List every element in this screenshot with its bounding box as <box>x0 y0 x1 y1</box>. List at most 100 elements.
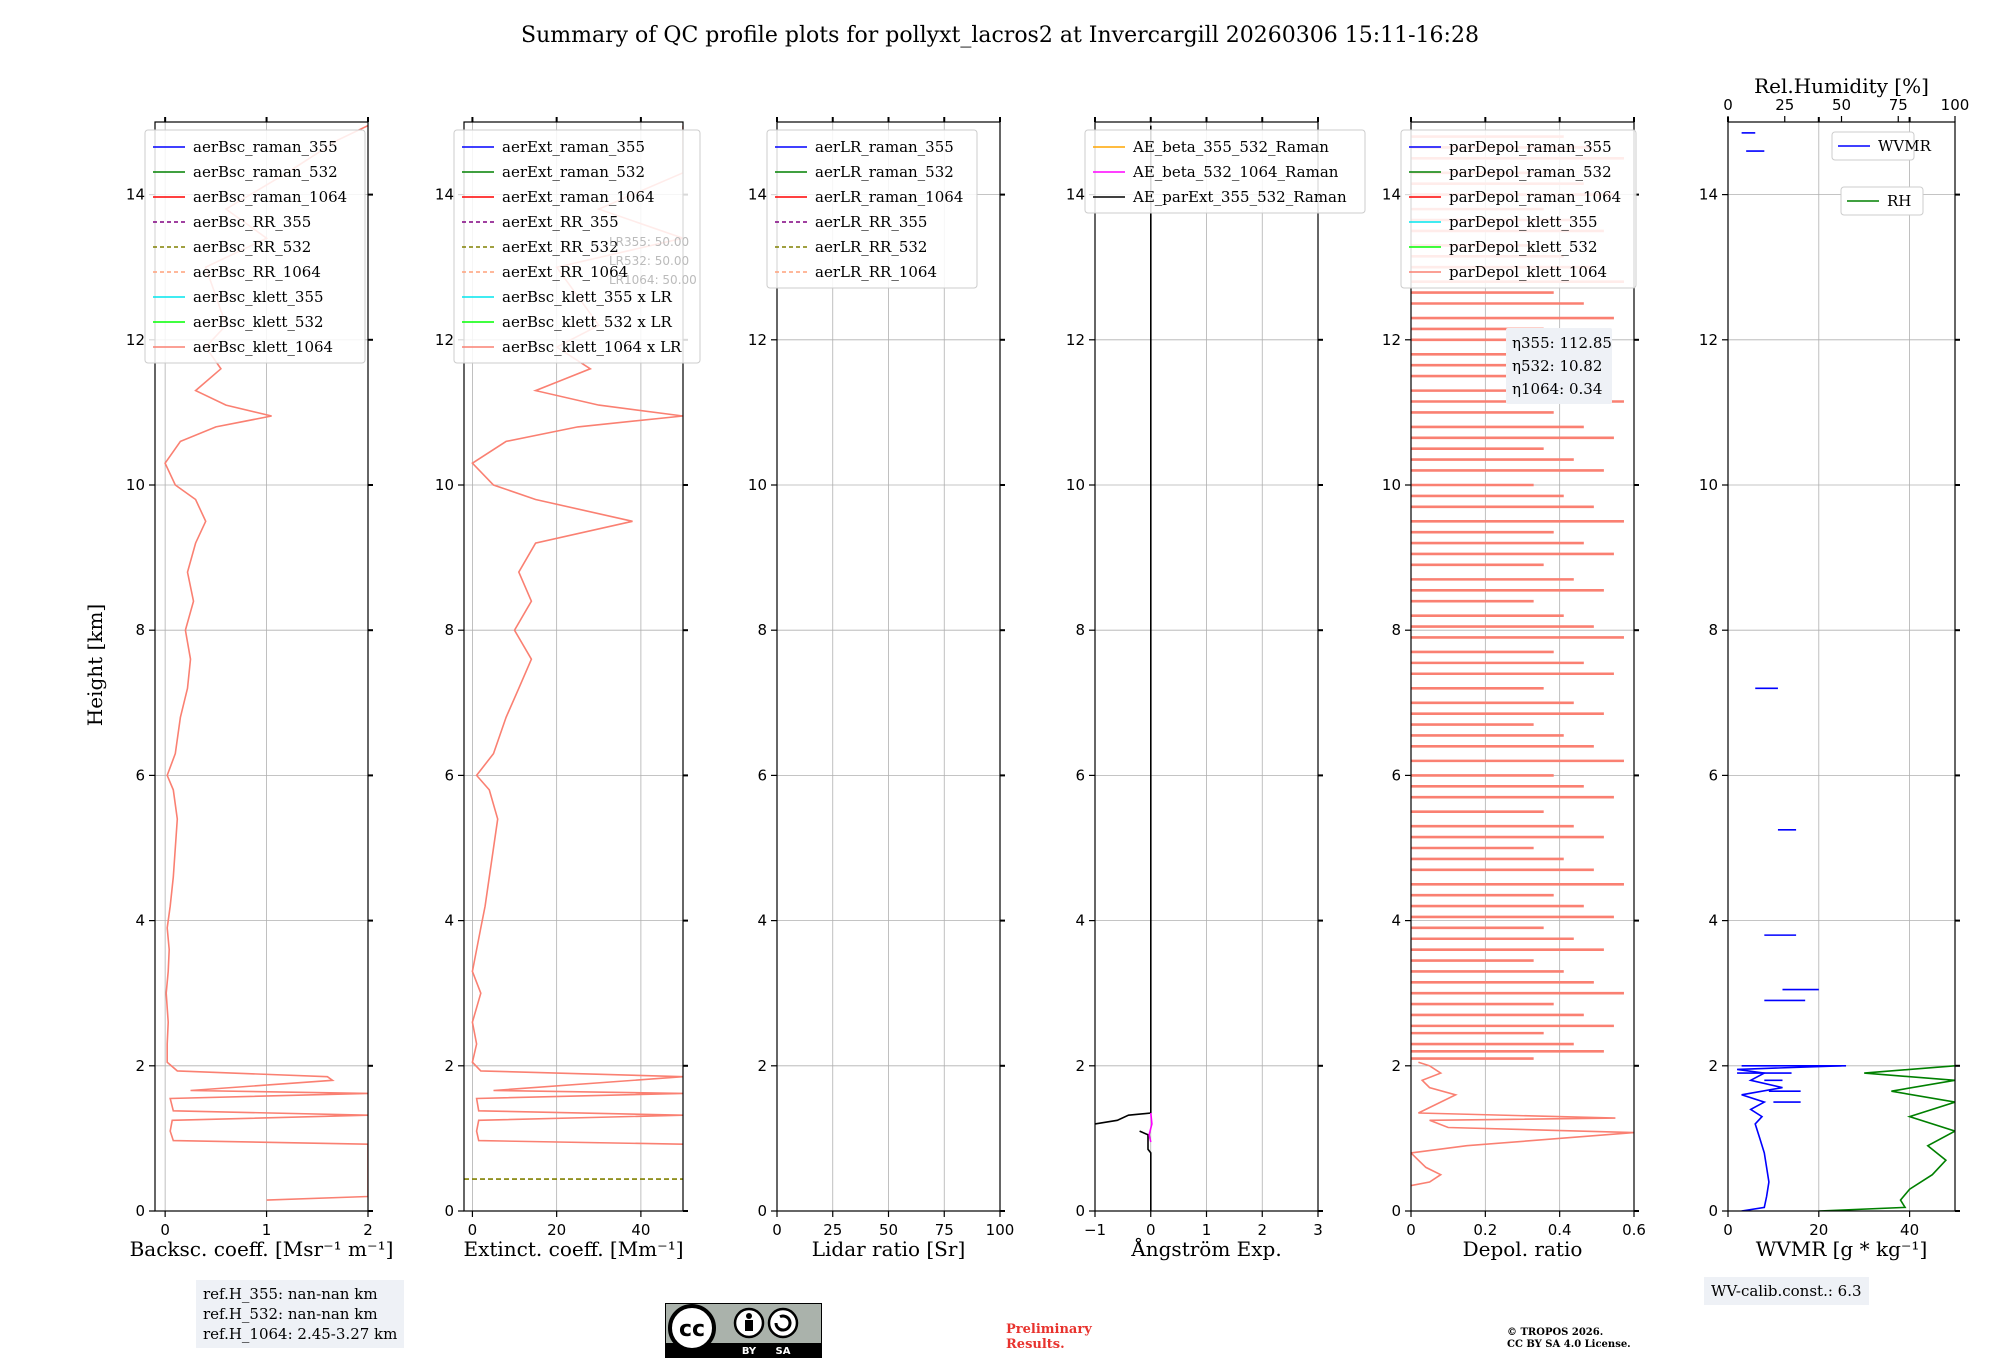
axes-frame <box>1410 121 1635 1212</box>
series-aerbsc-klett-1064 <box>164 124 368 1201</box>
y-tick-label: 10 <box>1066 476 1085 494</box>
eta-value: η1064: 0.34 <box>1512 380 1602 398</box>
y-tick-label: 14 <box>1699 186 1718 204</box>
y-tick-label: 4 <box>135 912 145 930</box>
y-tick-label: 0 <box>444 1202 454 1220</box>
x-tick-label: 0.6 <box>1622 1221 1646 1239</box>
x-axis-label: Lidar ratio [Sr] <box>812 1237 966 1261</box>
legend-label: aerExt_RR_1064 <box>502 263 628 281</box>
y-tick-label: 2 <box>757 1057 767 1075</box>
top-x-axis-label: Rel.Humidity [%] <box>1754 74 1929 98</box>
attribution-icon-head <box>746 1313 752 1319</box>
x-tick-label: 2 <box>1257 1221 1267 1239</box>
legend-label: aerExt_raman_1064 <box>502 188 655 206</box>
legend-label: aerLR_raman_355 <box>815 138 954 156</box>
lidar-ratio-value: LR355: 50.00 <box>609 235 689 249</box>
y-tick-label: 4 <box>444 912 454 930</box>
panel-extinction: 0 20 40 0 2 4 6 8 10 12 14 Extinct. coeff. [Mm⁻¹] ae… <box>435 117 701 1261</box>
legend-label: aerBsc_klett_1064 <box>193 338 333 356</box>
legend-label: aerBsc_raman_1064 <box>193 188 347 206</box>
legend-frame <box>144 129 366 364</box>
series-ae-parext-355-532-raman <box>1095 125 1152 1125</box>
lidar-ratio-value: LR532: 50.00 <box>609 254 689 268</box>
y-tick-label: 12 <box>1382 331 1401 349</box>
legend-label: aerBsc_RR_532 <box>193 238 311 256</box>
panel-depol: 0 0.2 0.4 0.6 0 2 4 6 8 10 12 14 Depol. ratio parDepo… <box>1382 117 1646 1261</box>
x-tick-label: 0.2 <box>1473 1221 1497 1239</box>
legend-label: parDepol_raman_1064 <box>1449 188 1621 206</box>
x-tick-label: 0 <box>160 1221 170 1239</box>
legend-label: aerExt_raman_355 <box>502 138 645 156</box>
preliminary-line-2: Results. <box>1006 1337 1065 1352</box>
x-tick-label: −1 <box>1084 1221 1106 1239</box>
axes-frame <box>154 121 369 1212</box>
series-wvmr <box>1736 1065 1842 1211</box>
top-x-tick-label: 75 <box>1889 96 1908 114</box>
x-tick-label: 40 <box>1900 1221 1919 1239</box>
x-tick-label: 75 <box>935 1221 954 1239</box>
cc-logo-icon <box>668 1304 716 1352</box>
preliminary-line-1: Preliminary <box>1006 1322 1092 1337</box>
legend-label: WVMR <box>1878 137 1932 155</box>
x-tick-label: 0 <box>1406 1221 1416 1239</box>
y-tick-label: 0 <box>1391 1202 1401 1220</box>
legend-label: aerLR_RR_355 <box>815 213 927 231</box>
legend-label: parDepol_raman_532 <box>1449 163 1612 181</box>
data-layer <box>1095 125 1153 1211</box>
wv-calibration-box: WV-calib.const.: 6.3 <box>1704 1277 1869 1305</box>
y-tick-label: 4 <box>757 912 767 930</box>
legend-label: aerExt_RR_532 <box>502 238 619 256</box>
badge-by-text: BY <box>742 1346 757 1357</box>
y-tick-label: 14 <box>1382 186 1401 204</box>
x-tick-label: 0 <box>1146 1221 1156 1239</box>
top-x-tick-label: 0 <box>1723 96 1733 114</box>
y-tick-label: 8 <box>1075 621 1085 639</box>
legend-frame <box>453 129 701 364</box>
x-axis-label: WVMR [g * kg⁻¹] <box>1756 1237 1928 1261</box>
series-aerbsc-klett-1064-x-lr <box>471 125 683 1145</box>
x-tick-label: 3 <box>1313 1221 1323 1239</box>
y-tick-label: 2 <box>444 1057 454 1075</box>
series-rh <box>1818 1065 1955 1211</box>
y-tick-label: 6 <box>757 766 767 784</box>
y-tick-label: 6 <box>135 766 145 784</box>
share-alike-icon <box>767 1307 799 1339</box>
legend-label: aerBsc_klett_532 <box>193 313 324 331</box>
y-tick-label: 4 <box>1391 912 1401 930</box>
y-tick-label: 14 <box>126 186 145 204</box>
y-tick-label: 8 <box>757 621 767 639</box>
x-tick-label: 0.4 <box>1548 1221 1572 1239</box>
data-layer <box>464 125 683 1180</box>
y-tick-label: 4 <box>1075 912 1085 930</box>
x-tick-label: 1 <box>262 1221 272 1239</box>
legend-label: aerExt_raman_532 <box>502 163 645 181</box>
legend-label: aerBsc_raman_355 <box>193 138 338 156</box>
y-tick-label: 10 <box>435 476 454 494</box>
data-layer <box>1411 135 1634 1187</box>
badge-sa-text: SA <box>776 1346 791 1357</box>
legend-frame <box>1831 131 1915 161</box>
y-tick-label: 14 <box>748 186 767 204</box>
legend-label: aerBsc_klett_355 <box>193 288 324 306</box>
legend-frame <box>1084 129 1366 214</box>
y-tick-label: 6 <box>1708 766 1718 784</box>
legend-label: aerBsc_klett_532 x LR <box>502 313 673 331</box>
axes-frame <box>1727 121 1956 1212</box>
figure-title: Summary of QC profile plots for pollyxt_… <box>521 23 1479 48</box>
y-tick-label: 8 <box>135 621 145 639</box>
y-tick-label: 12 <box>126 331 145 349</box>
ref-height-355: ref.H_355: nan-nan km <box>203 1285 378 1303</box>
copyright-line-1: © TROPOS 2026. <box>1507 1327 1604 1338</box>
x-tick-label: 1 <box>1202 1221 1212 1239</box>
panel-lidar_ratio: 0 25 50 75 100 0 2 4 6 8 10 12 14 Lidar ratio [Sr] aer… <box>748 117 1014 1261</box>
eta-box <box>1506 328 1612 404</box>
y-tick-label: 0 <box>757 1202 767 1220</box>
legend-label: parDepol_raman_355 <box>1449 138 1612 156</box>
y-tick-label: 12 <box>748 331 767 349</box>
data-layer <box>1736 132 1955 1211</box>
y-tick-label: 14 <box>1066 186 1085 204</box>
y-tick-label: 4 <box>1708 912 1718 930</box>
legend-label: parDepol_klett_355 <box>1449 213 1598 231</box>
